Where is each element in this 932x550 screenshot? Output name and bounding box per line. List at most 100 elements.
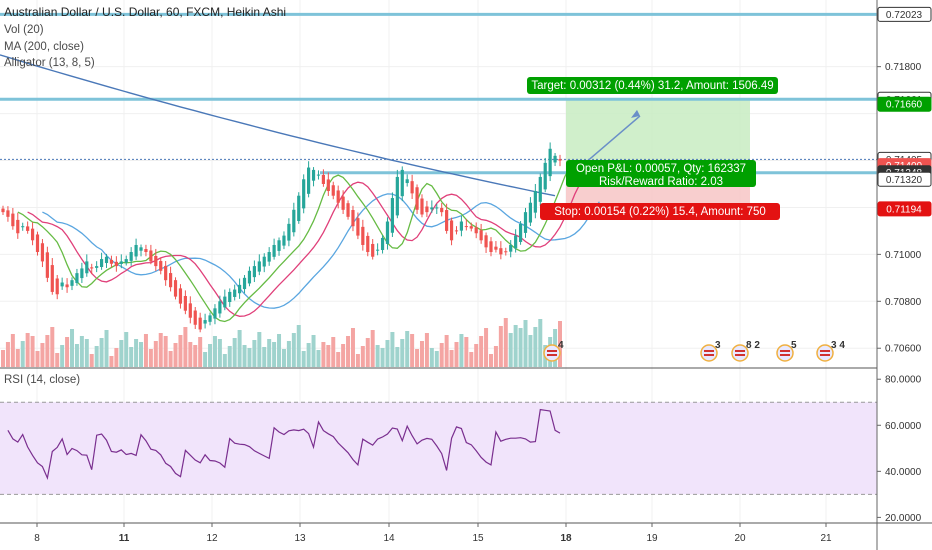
candle-body bbox=[124, 259, 128, 263]
volume-bar bbox=[370, 330, 375, 367]
volume-bar bbox=[331, 337, 336, 367]
volume-bar bbox=[267, 339, 272, 367]
candle-body bbox=[139, 247, 143, 251]
volume-bar bbox=[360, 346, 365, 367]
volume-bar bbox=[474, 344, 479, 367]
rsi-tick-label: 40.0000 bbox=[885, 467, 922, 478]
price-badge-label: 0.72023 bbox=[886, 10, 923, 21]
legend-rsi[interactable]: RSI (14, close) bbox=[4, 374, 81, 386]
volume-bar bbox=[346, 336, 351, 367]
position-labels[interactable]: Target: 0.00312 (0.44%) 31.2, Amount: 15… bbox=[527, 77, 780, 220]
economic-event-icons[interactable]: 4 3 8 2 5 3 4 bbox=[543, 340, 845, 362]
volume-bar bbox=[400, 339, 405, 367]
date-tick-label: 11 bbox=[119, 533, 130, 544]
candle-body bbox=[213, 308, 217, 319]
candle-body bbox=[188, 303, 192, 318]
candle-body bbox=[494, 246, 498, 250]
candle-body bbox=[405, 179, 409, 184]
candle-body bbox=[464, 226, 468, 228]
event-count: 3 4 bbox=[831, 340, 845, 351]
candle-body bbox=[242, 277, 247, 290]
candle-body bbox=[6, 210, 10, 217]
volume-bar bbox=[203, 352, 208, 367]
volume-bar bbox=[439, 343, 444, 367]
volume-bar bbox=[70, 329, 75, 367]
flag-stripes-icon bbox=[547, 350, 557, 356]
candle-body bbox=[479, 230, 483, 241]
volume-bar bbox=[385, 340, 390, 367]
volume-bar bbox=[109, 356, 114, 367]
candle-body bbox=[336, 190, 340, 203]
candle-body bbox=[484, 235, 488, 248]
candle-body bbox=[420, 198, 424, 215]
candle-body bbox=[321, 174, 325, 184]
volume-bar bbox=[237, 330, 242, 367]
candle-body bbox=[380, 237, 385, 251]
candle-body bbox=[395, 176, 399, 216]
date-tick-label: 15 bbox=[472, 533, 484, 544]
volume-bar bbox=[247, 348, 252, 367]
flag-icon bbox=[731, 344, 749, 362]
volume-bar bbox=[395, 347, 400, 367]
volume-bar bbox=[262, 347, 267, 367]
candle-body bbox=[366, 235, 370, 253]
candle-body bbox=[80, 268, 84, 279]
volume-bar bbox=[444, 335, 449, 367]
volume-bar bbox=[74, 344, 79, 367]
stop-label-box bbox=[540, 203, 780, 220]
candle-body bbox=[415, 187, 419, 210]
symbol-title[interactable]: Australian Dollar / U.S. Dollar, 60, FXC… bbox=[4, 5, 287, 19]
candle-body bbox=[55, 278, 59, 295]
event-icon: 4 bbox=[543, 340, 564, 362]
candle-body bbox=[287, 223, 291, 241]
stop-label-text: Stop: 0.00154 (0.22%) 15.4, Amount: 750 bbox=[554, 206, 766, 218]
projection-arrow-head bbox=[631, 109, 640, 118]
volume-bar bbox=[484, 328, 489, 367]
date-tick-label: 12 bbox=[206, 533, 218, 544]
target-label: Target: 0.00312 (0.44%) 31.2, Amount: 15… bbox=[527, 77, 778, 94]
volume-bar bbox=[336, 352, 341, 367]
candle-body bbox=[159, 261, 163, 271]
candle-body bbox=[193, 310, 197, 325]
volume-bar bbox=[30, 336, 35, 367]
candle-body bbox=[282, 235, 286, 246]
price-badge-box bbox=[877, 96, 932, 112]
event-icon: 3 bbox=[700, 340, 721, 362]
price-badge-box bbox=[877, 171, 932, 187]
volume-bar bbox=[25, 333, 30, 367]
candle-body bbox=[509, 244, 513, 252]
candle-body bbox=[238, 284, 242, 294]
volume-bar bbox=[306, 343, 311, 367]
flag-stripes-icon bbox=[735, 350, 745, 356]
volume-bar bbox=[153, 341, 158, 367]
candle-body bbox=[95, 266, 99, 268]
candle-body bbox=[203, 320, 207, 324]
event-count: 8 2 bbox=[746, 340, 760, 351]
long-position-tool[interactable] bbox=[0, 99, 877, 209]
volume-bar bbox=[65, 337, 70, 367]
candle-body bbox=[21, 226, 25, 228]
legend-ma200[interactable]: MA (200, close) bbox=[4, 41, 84, 53]
date-tick-label: 8 bbox=[34, 533, 40, 544]
volume-bar bbox=[424, 333, 429, 367]
candle-body bbox=[390, 198, 395, 233]
volume-bar bbox=[380, 348, 385, 367]
legend-alligator[interactable]: Alligator (13, 8, 5) bbox=[4, 57, 95, 69]
candle-body bbox=[144, 249, 148, 253]
volume-bar bbox=[99, 338, 104, 367]
candle-body bbox=[410, 181, 414, 194]
legend-volume[interactable]: Vol (20) bbox=[4, 24, 44, 36]
price-badge: 0.72023 bbox=[877, 6, 932, 22]
volume-bar bbox=[469, 352, 474, 367]
open-pl-label-box bbox=[566, 160, 756, 187]
date-tick-label: 19 bbox=[646, 533, 658, 544]
volume-bar bbox=[429, 348, 434, 367]
volume-bar bbox=[291, 333, 296, 367]
candle-body bbox=[326, 179, 330, 192]
open-pl-label-text: Risk/Reward Ratio: 2.03 bbox=[599, 176, 723, 188]
candle-body bbox=[543, 162, 547, 190]
price-badge-label: 0.71320 bbox=[886, 175, 923, 186]
price-tick-label: 0.71800 bbox=[885, 62, 922, 73]
